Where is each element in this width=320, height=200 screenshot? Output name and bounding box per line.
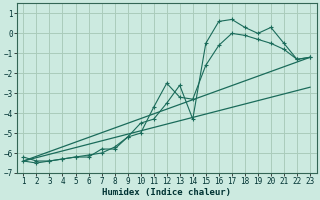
X-axis label: Humidex (Indice chaleur): Humidex (Indice chaleur)	[102, 188, 231, 197]
